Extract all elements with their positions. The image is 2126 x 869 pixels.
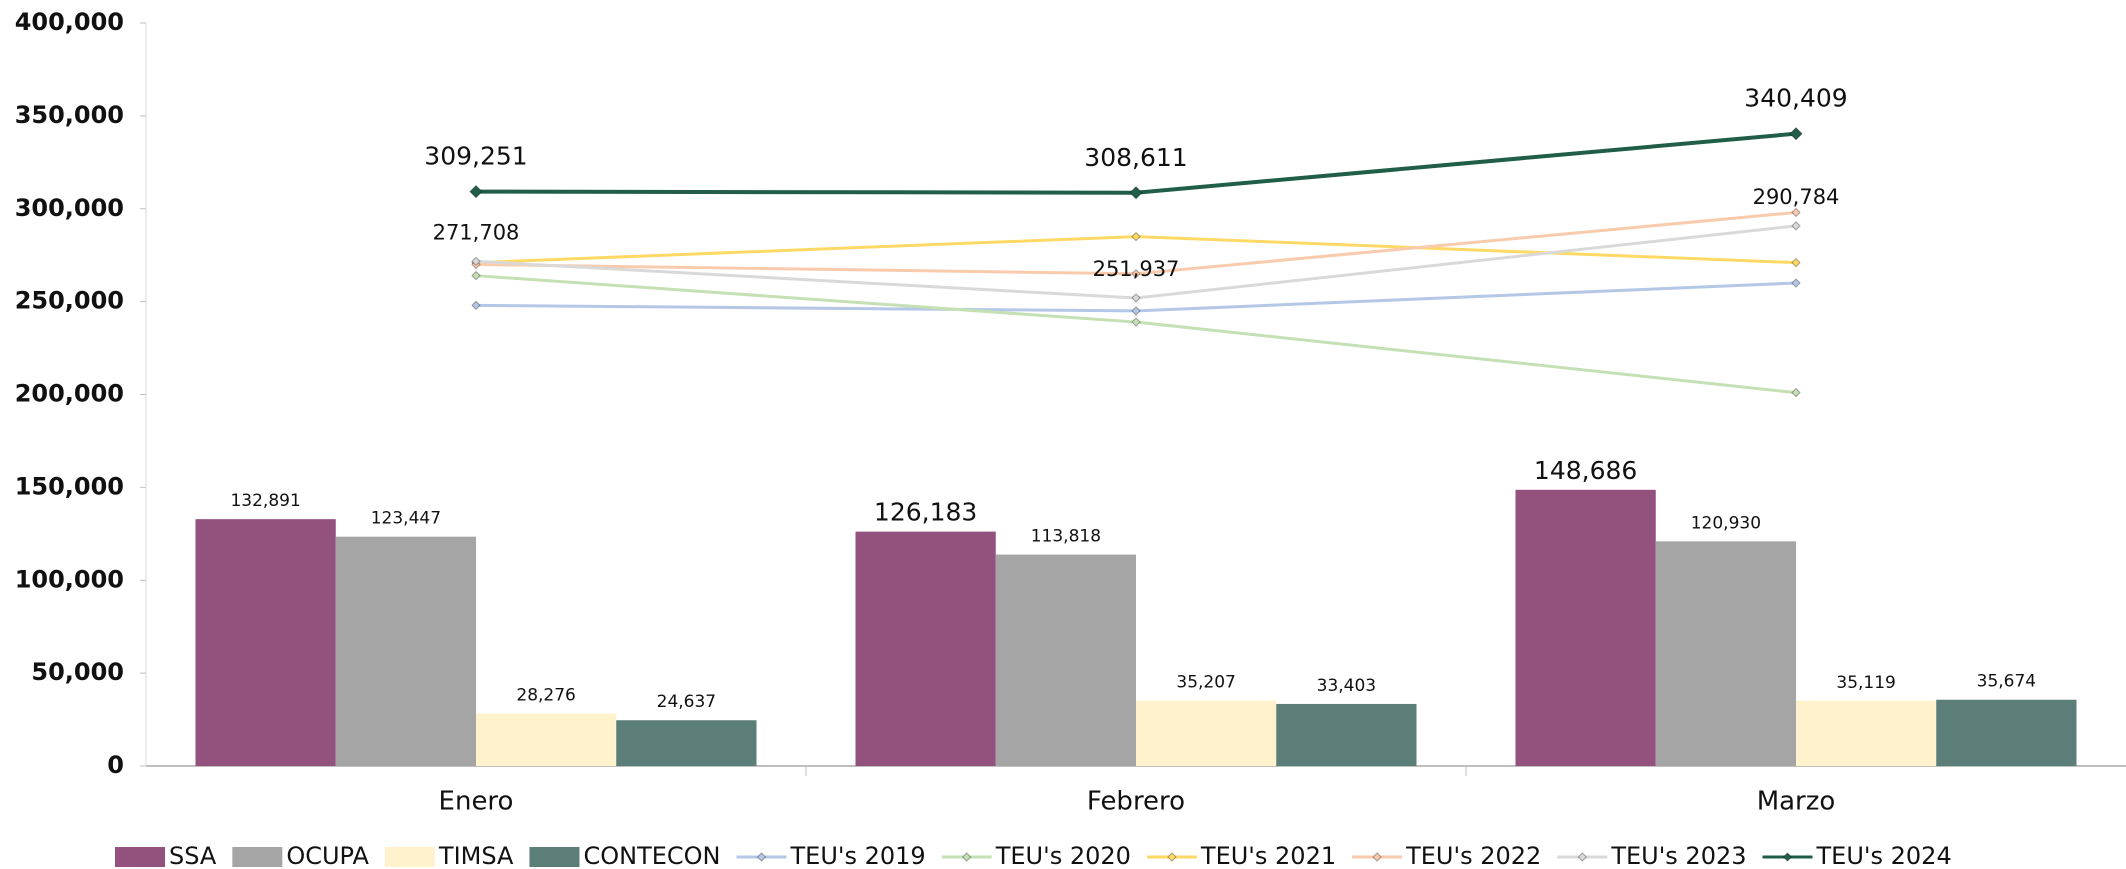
line-marker bbox=[471, 300, 481, 311]
y-tick-label: 350,000 bbox=[15, 101, 124, 129]
data-label: 35,674 bbox=[1977, 672, 2036, 692]
y-tick-label: 200,000 bbox=[15, 380, 124, 408]
data-label: 126,183 bbox=[874, 498, 977, 527]
legend-label: TEU's 2021 bbox=[1200, 842, 1336, 869]
line-marker bbox=[1791, 387, 1801, 398]
bar bbox=[1515, 489, 1656, 766]
data-label: 271,708 bbox=[433, 220, 520, 244]
data-label: 33,403 bbox=[1317, 676, 1376, 696]
legend-marker bbox=[1782, 852, 1793, 862]
line-marker bbox=[1789, 126, 1803, 141]
line-marker bbox=[1131, 231, 1141, 242]
legend-swatch bbox=[384, 847, 435, 867]
legend-swatch bbox=[232, 847, 283, 867]
line-marker bbox=[1131, 317, 1141, 327]
bar bbox=[335, 536, 476, 766]
legend-label: TEU's 2023 bbox=[1610, 842, 1746, 869]
data-label: 24,637 bbox=[657, 692, 716, 712]
legend-marker bbox=[756, 852, 767, 862]
legend-label: TEU's 2024 bbox=[1816, 842, 1952, 869]
data-label: 132,891 bbox=[230, 491, 300, 511]
data-label: 309,251 bbox=[424, 142, 527, 171]
legend-label: TEU's 2022 bbox=[1405, 842, 1541, 869]
data-label: 123,447 bbox=[371, 509, 441, 529]
x-tick-label: Febrero bbox=[1087, 787, 1185, 817]
data-label: 120,930 bbox=[1691, 513, 1761, 533]
legend-swatch bbox=[529, 847, 580, 867]
data-label: 35,119 bbox=[1836, 673, 1895, 693]
legend-label: OCUPA bbox=[286, 842, 369, 869]
y-tick-label: 100,000 bbox=[15, 565, 124, 593]
line-series bbox=[475, 274, 1797, 395]
data-label: 340,409 bbox=[1744, 84, 1847, 113]
line-marker bbox=[469, 184, 483, 199]
bar bbox=[195, 519, 336, 766]
x-tick-label: Enero bbox=[439, 787, 514, 817]
data-label: 28,276 bbox=[516, 685, 575, 705]
legend-marker bbox=[961, 852, 972, 862]
bar bbox=[1136, 700, 1277, 766]
y-tick-label: 300,000 bbox=[15, 194, 124, 222]
legend-label: SSA bbox=[169, 842, 217, 869]
legend-label: TEU's 2019 bbox=[790, 842, 926, 869]
line-marker bbox=[1131, 269, 1141, 279]
legend-marker bbox=[1372, 852, 1382, 862]
y-tick-label: 50,000 bbox=[31, 658, 124, 686]
data-label: 308,611 bbox=[1084, 143, 1187, 172]
bar bbox=[476, 713, 617, 766]
data-label: 251,937 bbox=[1093, 257, 1180, 281]
line-marker bbox=[1131, 306, 1141, 316]
line-marker bbox=[1791, 207, 1801, 218]
data-label: 148,686 bbox=[1534, 456, 1637, 485]
bar bbox=[1276, 703, 1417, 766]
bar bbox=[855, 531, 996, 766]
line-marker bbox=[1791, 278, 1801, 288]
bar bbox=[1655, 541, 1796, 766]
line-marker bbox=[471, 270, 481, 281]
data-label: 35,207 bbox=[1176, 673, 1235, 693]
line-marker bbox=[1791, 257, 1801, 268]
legend-marker bbox=[1167, 852, 1177, 862]
line-marker bbox=[1131, 293, 1141, 303]
legend-label: TIMSA bbox=[438, 842, 514, 869]
line-marker bbox=[1791, 221, 1801, 231]
bar bbox=[995, 554, 1136, 766]
legend-marker bbox=[1577, 852, 1588, 862]
legend-swatch bbox=[115, 847, 165, 867]
bar bbox=[1936, 699, 2077, 766]
y-tick-label: 0 bbox=[107, 751, 124, 779]
data-label: 290,784 bbox=[1753, 185, 1840, 209]
bar bbox=[1796, 700, 1937, 766]
legend-label: CONTECON bbox=[583, 842, 720, 869]
line-marker bbox=[471, 256, 481, 267]
y-tick-label: 250,000 bbox=[15, 287, 124, 315]
line-marker bbox=[1129, 186, 1143, 200]
y-tick-label: 150,000 bbox=[15, 472, 124, 500]
x-tick-label: Marzo bbox=[1757, 787, 1836, 817]
legend-label: TEU's 2020 bbox=[995, 842, 1131, 869]
bar bbox=[616, 720, 757, 766]
y-tick-label: 400,000 bbox=[15, 8, 124, 36]
data-label: 113,818 bbox=[1031, 527, 1101, 547]
